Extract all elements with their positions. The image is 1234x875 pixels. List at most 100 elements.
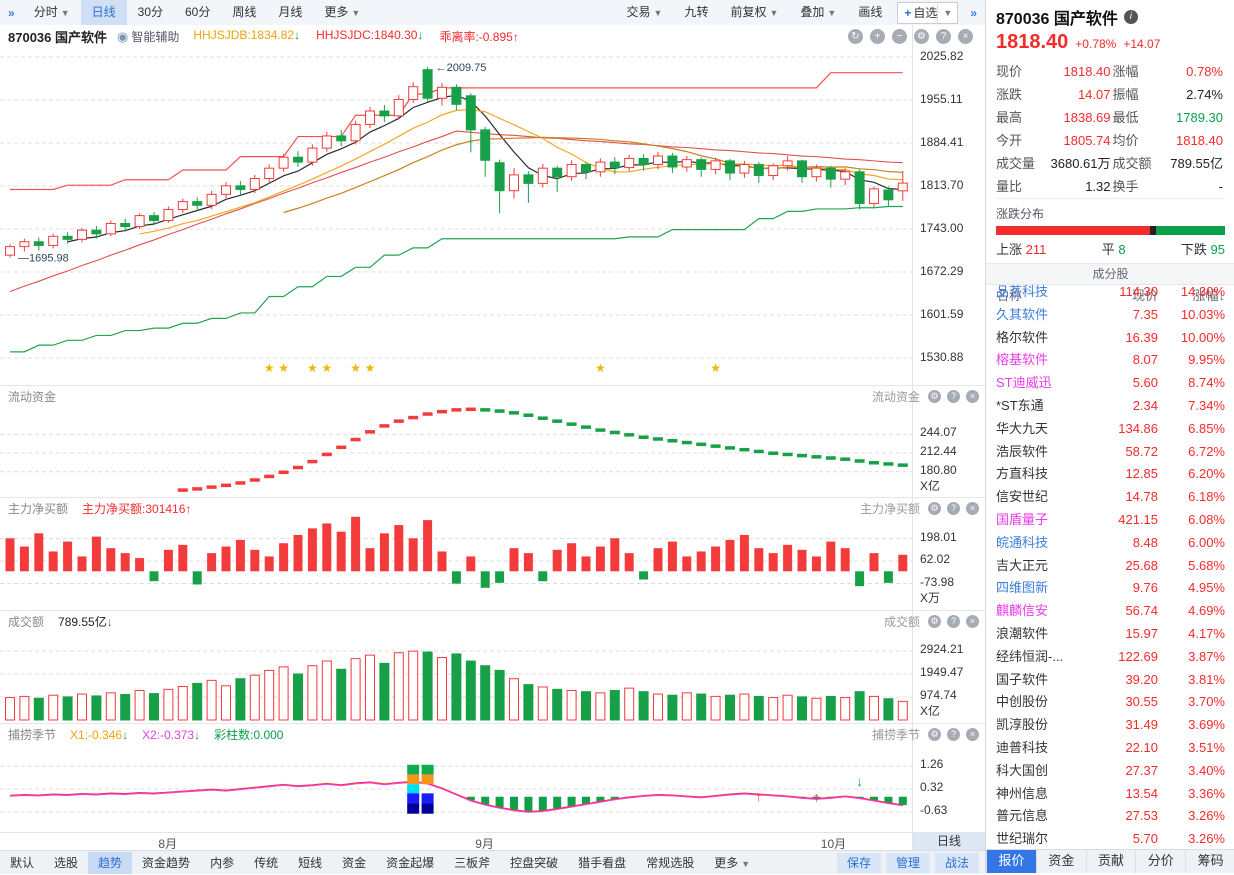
settings-icon[interactable]: ⚙: [928, 502, 941, 515]
toolbar-button-3[interactable]: 叠加▼: [789, 0, 847, 25]
toolbar-button-0[interactable]: 交易▼: [616, 0, 674, 25]
strategy-tab-6[interactable]: 短线: [288, 852, 332, 874]
netbuy-panel[interactable]: 主力净买额 主力净买额:301416↑ 主力净买额 ⚙ ? ×: [0, 497, 985, 611]
expand-toolbar-icon[interactable]: »: [962, 6, 985, 20]
quote-tab-1[interactable]: 资金: [1036, 850, 1086, 873]
toolbar-button-4[interactable]: 画线: [847, 0, 893, 25]
help-icon[interactable]: ?: [947, 390, 960, 403]
season-corner-title: 捕捞季节: [872, 726, 920, 743]
strategy-tab-1[interactable]: 选股: [44, 852, 88, 874]
period-tab-4[interactable]: 周线: [221, 0, 267, 25]
quote-tab-2[interactable]: 贡献: [1086, 850, 1136, 873]
help-icon[interactable]: ?: [947, 728, 960, 741]
turnover-chart: [0, 611, 912, 724]
period-tab-6[interactable]: 更多▼: [313, 0, 371, 25]
quote-tab-4[interactable]: 筹码: [1185, 850, 1234, 873]
y-axis-unit: X亿: [920, 477, 940, 494]
zoom-in-icon[interactable]: +: [870, 29, 885, 44]
strategy-tab-3[interactable]: 资金趋势: [132, 852, 200, 874]
stock-change-pct: 3.40%: [1158, 760, 1225, 783]
strategy-tab-7[interactable]: 资金: [332, 852, 376, 874]
smart-assist-toggle[interactable]: ◉ 智能辅助: [117, 28, 179, 45]
season-panel[interactable]: 捕捞季节 X1:-0.346↓ X2:-0.373↓ 彩柱数:0.000 捕捞季…: [0, 723, 985, 833]
refresh-icon[interactable]: ↻: [848, 29, 863, 44]
help-icon[interactable]: ?: [947, 502, 960, 515]
action-button-2[interactable]: 战法: [935, 853, 979, 873]
kline-panel[interactable]: ←2009.75—1695.98★★★★★★★★: [0, 48, 985, 385]
action-button-0[interactable]: 保存: [837, 853, 881, 873]
strategy-tab-8[interactable]: 资金起爆: [376, 852, 444, 874]
close-icon[interactable]: ×: [966, 502, 979, 515]
strategy-tab-2[interactable]: 趋势: [88, 852, 132, 874]
toolbar-button-2[interactable]: 前复权▼: [719, 0, 789, 25]
stock-name: 神州信息: [996, 783, 1082, 806]
zoom-out-icon[interactable]: −: [892, 29, 907, 44]
settings-icon[interactable]: ⚙: [928, 615, 941, 628]
change-percent: +0.78%: [1075, 37, 1116, 51]
strategy-tab-9[interactable]: 三板斧: [444, 852, 500, 874]
period-tab-3[interactable]: 60分: [174, 0, 221, 25]
flow-panel[interactable]: 流动资金 流动资金 ⚙ ? ×: [0, 385, 985, 498]
strategy-tab-11[interactable]: 猎手看盘: [568, 852, 636, 874]
close-icon[interactable]: ×: [966, 728, 979, 741]
period-tab-2[interactable]: 30分: [127, 0, 174, 25]
close-icon[interactable]: ×: [966, 615, 979, 628]
period-tab-0[interactable]: 分时▼: [23, 0, 81, 25]
stock-price: 13.54: [1082, 783, 1158, 806]
stat-value: 1818.40: [1046, 60, 1113, 83]
turnover-panel[interactable]: 成交额 789.55亿↓ 成交额 ⚙ ? ×: [0, 610, 985, 724]
help-icon[interactable]: ?: [947, 615, 960, 628]
strategy-tab-5[interactable]: 传统: [244, 852, 288, 874]
settings-icon[interactable]: ⚙: [928, 390, 941, 403]
period-tab-1[interactable]: 日线: [81, 0, 127, 25]
period-tab-5[interactable]: 月线: [267, 0, 313, 25]
strategy-tab-12[interactable]: 常规选股: [636, 852, 704, 874]
stat-label: 最高: [996, 106, 1046, 129]
strategy-tab-10[interactable]: 控盘突破: [500, 852, 568, 874]
stock-name: 榕基软件: [996, 349, 1082, 372]
stock-name: 普元信息: [996, 805, 1082, 828]
toolbar-button-1[interactable]: 九转: [673, 0, 719, 25]
collapse-toolbar-icon[interactable]: »: [0, 6, 23, 20]
info-icon[interactable]: i: [1124, 10, 1138, 24]
quote-tab-0[interactable]: 报价: [986, 850, 1036, 873]
flow-panel-header: 流动资金: [8, 388, 56, 405]
stat-value: 2.74%: [1159, 83, 1226, 106]
strategy-tab-13[interactable]: 更多▼: [704, 852, 760, 874]
strategy-tab-4[interactable]: 内参: [200, 852, 244, 874]
strategy-tab-0[interactable]: 默认: [0, 852, 44, 874]
close-icon[interactable]: ×: [966, 390, 979, 403]
add-favorite-button[interactable]: +自选▼: [897, 2, 958, 24]
action-button-1[interactable]: 管理: [886, 853, 930, 873]
stock-change-pct: 3.81%: [1158, 669, 1225, 692]
quote-tab-3[interactable]: 分价: [1135, 850, 1185, 873]
settings-icon[interactable]: ⚙: [928, 728, 941, 741]
y-tick-label: 1884.41: [920, 135, 963, 149]
plus-icon: +: [898, 6, 913, 20]
